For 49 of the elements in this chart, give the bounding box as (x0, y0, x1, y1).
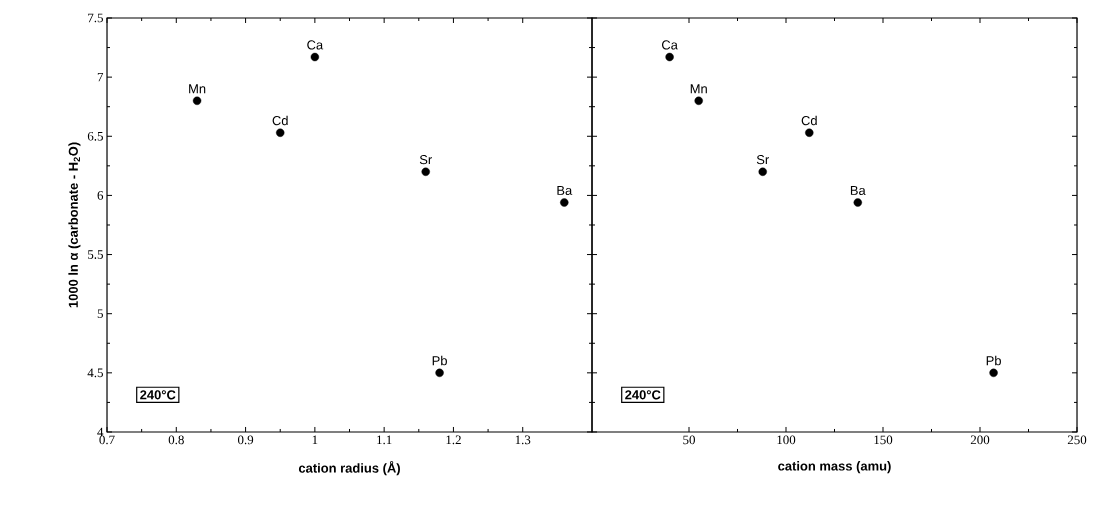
point (560, 198, 569, 207)
annotation: Mn (189, 84, 206, 94)
y-tick-label: 7.5 (88, 13, 103, 23)
x-tick-label: 0.9 (237, 435, 254, 445)
point (192, 96, 202, 105)
annotation: Pb (432, 355, 447, 366)
annotation: 240°C (140, 390, 176, 400)
point (853, 198, 862, 207)
x-tick-label: 150 (874, 435, 893, 445)
point (694, 96, 703, 105)
annotation: Ba (557, 185, 573, 195)
annotation: Ca (661, 40, 678, 50)
x-tick-label: 1 (312, 435, 318, 445)
x-tick-label: 1.2 (446, 435, 461, 445)
annotation: Cd (272, 115, 288, 126)
point (665, 52, 674, 62)
x-tick-label: 1.1 (377, 435, 392, 445)
point (989, 368, 998, 378)
point (421, 167, 430, 176)
point (435, 368, 444, 378)
x-tick-label: 200 (970, 435, 990, 445)
annotation: Sr (419, 155, 432, 165)
x-tick-label: 1.3 (515, 435, 531, 445)
x-axis-title: cation mass (amu) (778, 461, 891, 474)
text: 1000 ln α (carbonate - H$_{2}$O) (68, 142, 81, 308)
annotation: Sr (756, 155, 769, 165)
annotation: 240°C (625, 390, 661, 400)
y-tick-label: 6.5 (87, 131, 103, 141)
y-tick-label: 4.5 (87, 368, 103, 378)
y-tick-label: 7 (97, 72, 104, 82)
y-tick-label: 4 (97, 427, 104, 437)
x-tick-label: 100 (777, 435, 796, 445)
x-axis-title: cation radius (Å) (298, 461, 400, 476)
annotation: Ba (850, 185, 866, 195)
annotation: Cd (801, 115, 817, 126)
y-tick-label: 6 (97, 191, 104, 200)
point (758, 167, 767, 176)
x-tick-label: 0.7 (99, 435, 115, 445)
annotation: Ca (307, 40, 324, 50)
point (805, 128, 814, 137)
x-tick-label: 250 (1067, 435, 1087, 445)
point (276, 128, 285, 137)
y-tick-label: 5.5 (88, 250, 103, 259)
annotation: Mn (690, 84, 707, 94)
point (310, 52, 320, 62)
x-tick-label: 0.8 (168, 435, 184, 445)
x-tick-label: 50 (683, 435, 695, 445)
y-tick-label: 5 (97, 309, 103, 318)
annotation: Pb (986, 355, 1001, 366)
